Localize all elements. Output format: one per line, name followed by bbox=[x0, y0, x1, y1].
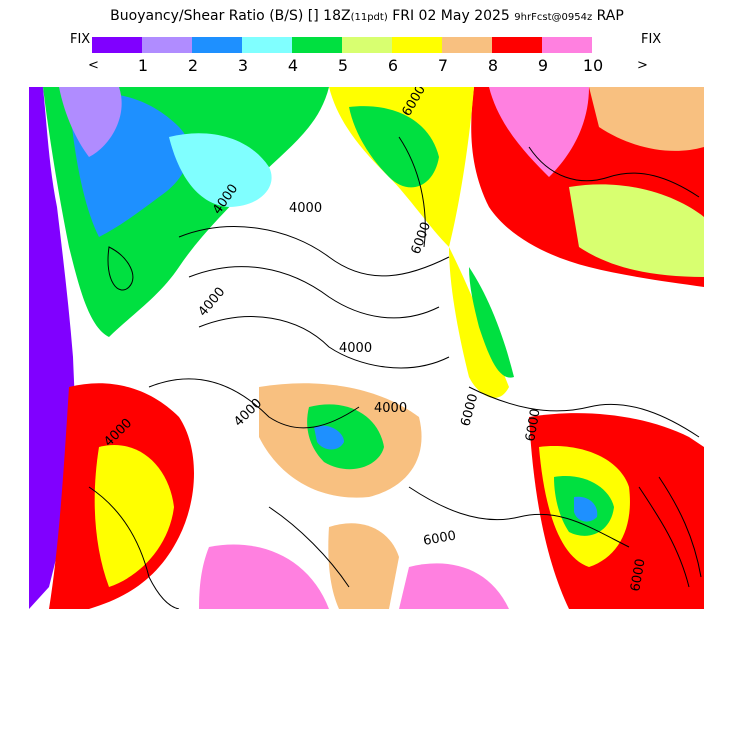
contour-line bbox=[148, 378, 360, 429]
contour-line bbox=[188, 266, 440, 319]
prev-arrow-button[interactable]: < bbox=[88, 58, 99, 73]
fix-right-label: FIX bbox=[641, 32, 662, 47]
field-sw-pink bbox=[199, 544, 329, 609]
legend-tick: 6 bbox=[387, 56, 399, 75]
contour-line bbox=[658, 476, 702, 578]
field-ne-lightgreen bbox=[569, 184, 704, 277]
legend-swatch bbox=[142, 37, 192, 53]
contour-label: 4000 bbox=[374, 401, 407, 416]
legend-swatch bbox=[242, 37, 292, 53]
legend-tick: 1 bbox=[137, 56, 149, 75]
field-sc-green bbox=[307, 404, 384, 470]
title-separator: [] bbox=[307, 8, 319, 24]
contour-line bbox=[398, 136, 426, 248]
field-s-pink bbox=[399, 563, 509, 609]
title-forecast: 9hrFcst@0954z bbox=[514, 12, 593, 23]
title-pdt: (11pdt) bbox=[350, 12, 388, 23]
field-ne-pink bbox=[489, 87, 589, 177]
contour-line bbox=[88, 486, 180, 609]
contour-line bbox=[638, 486, 690, 588]
shaded-fields bbox=[29, 87, 704, 609]
contour-label: 6000 bbox=[628, 557, 649, 592]
legend-tick: 9 bbox=[537, 56, 549, 75]
contour-line bbox=[107, 246, 134, 291]
legend-tick: 2 bbox=[187, 56, 199, 75]
color-legend-bar bbox=[92, 37, 592, 53]
title-model: RAP bbox=[596, 8, 624, 24]
title-date: FRI 02 May 2025 bbox=[392, 8, 510, 24]
legend-swatch bbox=[192, 37, 242, 53]
legend-swatch bbox=[392, 37, 442, 53]
title-main: Buoyancy/Shear Ratio (B/S) bbox=[110, 8, 304, 24]
title-time: 18Z bbox=[323, 8, 351, 24]
height-contours bbox=[88, 136, 702, 609]
legend-swatch bbox=[542, 37, 592, 53]
field-sw-yellow bbox=[94, 445, 174, 587]
field-nw-violet bbox=[59, 87, 122, 157]
contour-line bbox=[268, 506, 350, 588]
legend-swatch bbox=[92, 37, 142, 53]
legend-tick: 10 bbox=[582, 56, 604, 75]
contour-label: 4000 bbox=[289, 201, 322, 216]
fix-left-label: FIX bbox=[70, 32, 91, 47]
legend-tick: 8 bbox=[487, 56, 499, 75]
field-ne-orange bbox=[589, 87, 704, 151]
field-sc-blue bbox=[314, 425, 344, 450]
legend-tick: 5 bbox=[337, 56, 349, 75]
field-s-orange bbox=[328, 523, 399, 609]
legend-tick: 4 bbox=[287, 56, 299, 75]
contour-label: 6000 bbox=[523, 407, 544, 442]
contour-line bbox=[408, 486, 630, 548]
map-svg: 4000 400040004000400040004000600060006000… bbox=[29, 87, 704, 609]
legend-tick: 3 bbox=[237, 56, 249, 75]
legend-swatch bbox=[442, 37, 492, 53]
contour-line bbox=[198, 316, 450, 369]
legend-swatch bbox=[492, 37, 542, 53]
contour-line bbox=[178, 226, 450, 277]
field-east-band-green bbox=[469, 267, 514, 378]
next-arrow-button[interactable]: > bbox=[637, 58, 648, 73]
chart-title: Buoyancy/Shear Ratio (B/S) [] 18Z(11pdt)… bbox=[0, 8, 734, 24]
contour-label: 6000 bbox=[422, 528, 457, 549]
field-se-blue bbox=[574, 496, 598, 522]
legend-tick: 7 bbox=[437, 56, 449, 75]
contour-line bbox=[528, 146, 700, 198]
field-nw-cyan bbox=[169, 133, 272, 207]
buoyancy-shear-map: 4000 4000 4000 4000 4000 4000 4000 6000 6000 6000… bbox=[29, 87, 704, 609]
legend-swatch bbox=[292, 37, 342, 53]
contour-line bbox=[468, 386, 700, 438]
field-central-green bbox=[349, 106, 439, 188]
legend-swatch bbox=[342, 37, 392, 53]
contour-label: 4000 bbox=[339, 341, 372, 356]
